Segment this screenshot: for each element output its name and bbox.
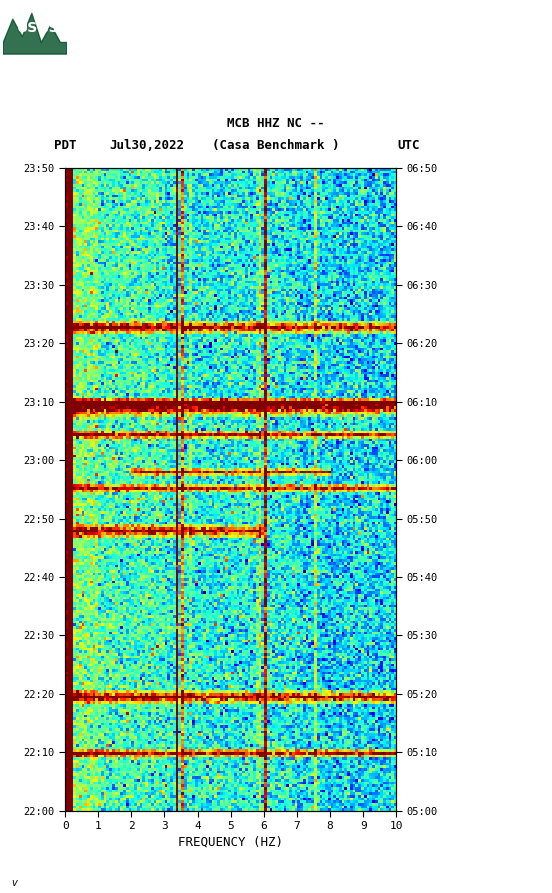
Text: (Casa Benchmark ): (Casa Benchmark ) (213, 138, 339, 152)
Text: $v$: $v$ (11, 878, 19, 888)
Text: Jul30,2022: Jul30,2022 (109, 138, 184, 152)
Text: MCB HHZ NC --: MCB HHZ NC -- (227, 117, 325, 130)
X-axis label: FREQUENCY (HZ): FREQUENCY (HZ) (178, 836, 283, 848)
Text: USGS: USGS (17, 21, 59, 35)
Text: UTC: UTC (397, 138, 420, 152)
Text: PDT: PDT (54, 138, 77, 152)
